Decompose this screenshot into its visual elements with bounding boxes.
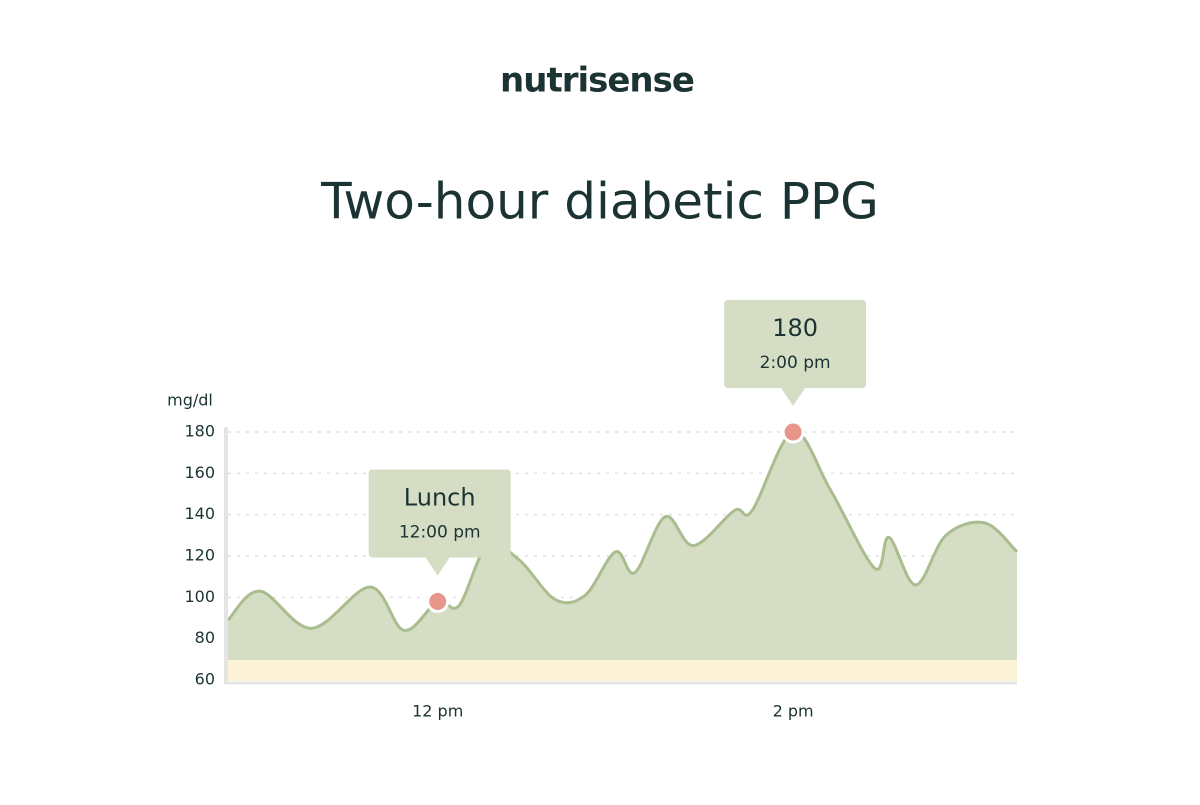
marker <box>781 420 805 444</box>
y-tick-label: 60 <box>195 670 215 689</box>
callout-time: 12:00 pm <box>399 522 481 542</box>
x-tick-label: 2 pm <box>773 702 814 721</box>
y-tick-label: 100 <box>184 587 215 606</box>
y-tick-label: 160 <box>184 463 215 482</box>
callout-time: 2:00 pm <box>760 353 831 373</box>
line <box>226 430 1019 632</box>
y-axis-label: mg/dl <box>167 391 213 410</box>
labels: 60 80 100 120 140 160 180 12 pm 2 pm <box>184 422 813 721</box>
plot <box>226 430 1019 680</box>
annotations: Lunch 12:00 pm 180 2:00 pm <box>368 300 867 613</box>
area-fill <box>228 431 1017 680</box>
y-tick-label: 140 <box>184 504 215 523</box>
y-tick-label: 120 <box>184 546 215 565</box>
callout-box <box>724 300 867 406</box>
callout-title: 180 <box>772 314 818 342</box>
callout-title: Lunch <box>404 483 476 511</box>
marker <box>426 589 450 613</box>
chart-title: Two-hour diabetic PPG <box>320 173 879 231</box>
y-tick-label: 180 <box>184 422 215 441</box>
y-tick-label: 80 <box>195 628 215 647</box>
x-tick-label: 12 pm <box>412 702 463 721</box>
callout-box <box>368 469 511 576</box>
brand: nutrisense <box>500 61 694 101</box>
target-band <box>228 660 1017 681</box>
